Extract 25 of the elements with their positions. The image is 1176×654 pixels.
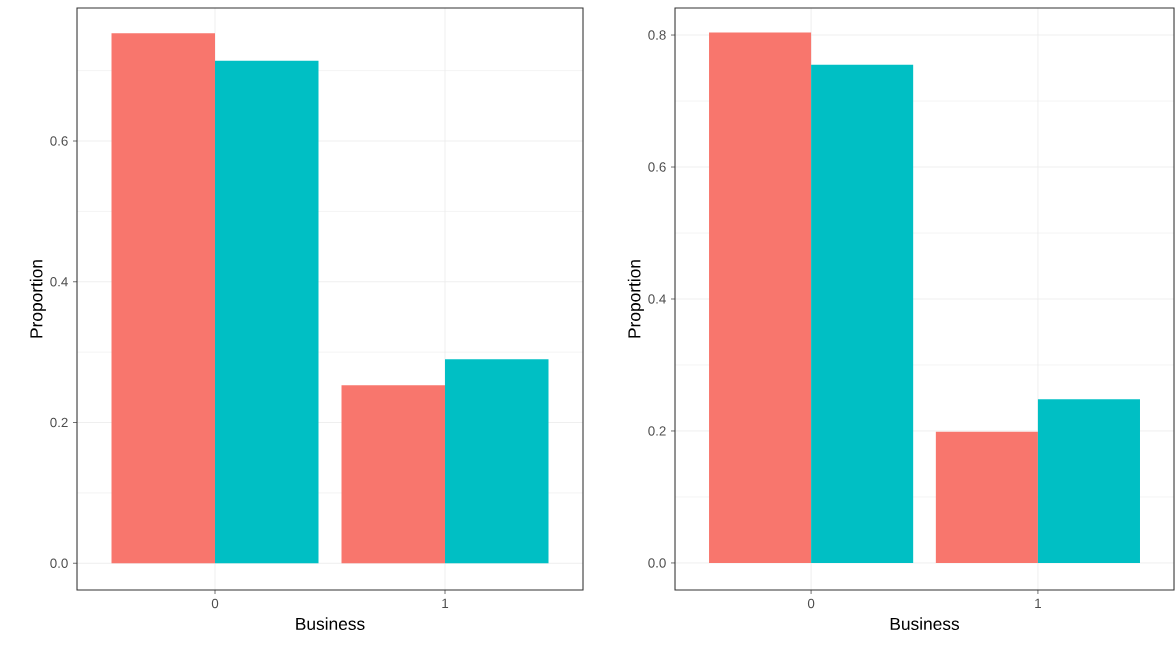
x-tick-label: 1 (1035, 598, 1041, 608)
y-tick-label: 0.0 (648, 558, 666, 568)
y-tick-label: 0.4 (648, 294, 666, 304)
x-axis-title: Business (296, 617, 365, 631)
y-tick-label: 0.4 (50, 277, 68, 287)
y-tick-label: 0.6 (50, 136, 68, 146)
y-tick-label: 0.6 (648, 162, 666, 172)
x-tick-label: 1 (442, 598, 449, 608)
y-tick-label: 0.8 (648, 30, 666, 40)
bar (341, 385, 446, 564)
bar (215, 60, 319, 564)
bar (111, 33, 216, 564)
y-axis-title: Proportion (29, 260, 46, 338)
bar (935, 431, 1038, 563)
x-tick-label: 0 (211, 598, 219, 609)
y-tick-label: 0.0 (50, 558, 68, 568)
bar (811, 64, 914, 563)
x-axis-title: Business (890, 617, 960, 631)
y-tick-label: 0.2 (50, 417, 68, 428)
bar (445, 359, 549, 564)
y-tick-label: 0.2 (648, 426, 666, 436)
bar (1037, 399, 1140, 563)
bar (709, 32, 812, 563)
x-tick-label: 0 (807, 598, 815, 609)
y-axis-title: Proportion (627, 260, 644, 338)
